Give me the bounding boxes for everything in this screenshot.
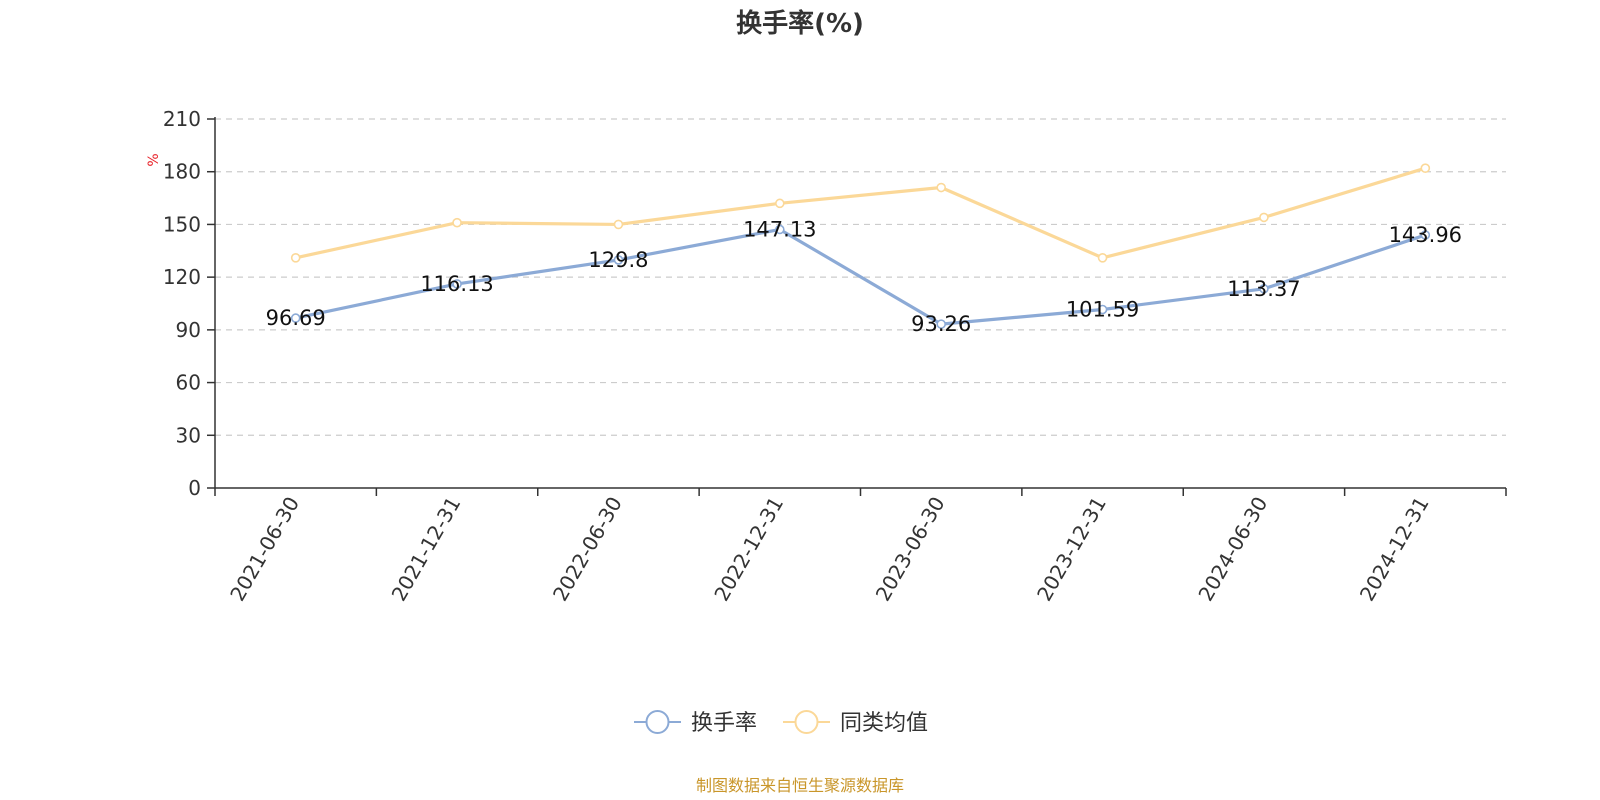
x-axis-ticks: 2021-06-30 2021-12-31 2022-06-30 2022-12-31… (214, 488, 1507, 606)
peer-average-point[interactable] (1420, 163, 1431, 173)
y-tick-label: 30 (176, 423, 201, 447)
data-label: 113.37 (1227, 277, 1300, 301)
peer-average-point[interactable] (290, 253, 301, 263)
y-axis-unit-label: % (146, 153, 162, 166)
y-tick-label: 90 (176, 318, 201, 342)
peer-average-point[interactable] (613, 219, 624, 230)
y-axis-ticks: 0 30 60 90 120 150 180 210 (163, 107, 215, 500)
peer-average-point[interactable] (936, 182, 946, 193)
turnover-point[interactable] (1420, 230, 1431, 240)
y-tick-label: 0 (188, 476, 201, 500)
x-tick-label: 2022-06-30 (548, 493, 627, 606)
axes (214, 117, 1506, 489)
y-tick-label: 60 (176, 371, 201, 395)
x-tick-label: 2022-12-31 (709, 493, 788, 606)
turnover-point[interactable] (290, 313, 301, 323)
legend-circle-icon (645, 710, 670, 734)
data-label: 96.69 (266, 306, 326, 330)
peer-average-point[interactable] (1097, 253, 1108, 263)
series-group (290, 163, 1431, 329)
legend[interactable]: 换手率 同类均值 (634, 710, 928, 736)
chart-title: 换手率(%) (736, 8, 864, 39)
turnover-point[interactable] (936, 319, 946, 329)
turnover-point[interactable] (1097, 304, 1108, 315)
x-tick-label: 2021-06-30 (225, 493, 304, 606)
turnover-point[interactable] (452, 279, 462, 289)
data-label: 93.26 (911, 312, 971, 336)
turnover-point[interactable] (775, 224, 785, 235)
y-tick-label: 150 (163, 212, 201, 236)
y-tick-label: 120 (163, 265, 201, 289)
legend-label: 同类均值 (840, 711, 928, 736)
peer-average-point[interactable] (1259, 212, 1269, 223)
legend-item-turnover[interactable]: 换手率 (634, 710, 757, 736)
data-label: 147.13 (743, 217, 816, 241)
x-tick-label: 2024-06-30 (1193, 493, 1272, 606)
data-label: 101.59 (1066, 297, 1139, 321)
series-line-turnover (295, 227, 1426, 326)
x-tick-label: 2021-12-31 (386, 493, 465, 606)
x-tick-label: 2023-06-30 (871, 493, 950, 606)
y-tick-label: 180 (163, 160, 201, 184)
legend-circle-icon (794, 710, 819, 734)
turnover-point[interactable] (613, 255, 624, 265)
peer-average-point[interactable] (775, 198, 785, 209)
legend-item-peer-average[interactable]: 同类均值 (783, 710, 928, 736)
source-note: 制图数据来自恒生聚源数据库 (696, 776, 904, 795)
turnover-point[interactable] (1259, 283, 1269, 294)
peer-average-point[interactable] (452, 217, 462, 228)
x-tick-label: 2024-12-31 (1355, 493, 1434, 606)
y-tick-label: 210 (163, 107, 201, 131)
series-line-peer-average (295, 166, 1426, 260)
x-tick-label: 2023-12-31 (1032, 493, 1111, 606)
data-label: 116.13 (420, 272, 493, 296)
data-label: 143.96 (1389, 223, 1462, 247)
legend-label: 换手率 (691, 711, 757, 736)
data-labels: 96.69 116.13 129.8 147.13 93.26 101.59 113.37 1… (266, 217, 1462, 336)
data-label: 129.8 (588, 248, 648, 272)
